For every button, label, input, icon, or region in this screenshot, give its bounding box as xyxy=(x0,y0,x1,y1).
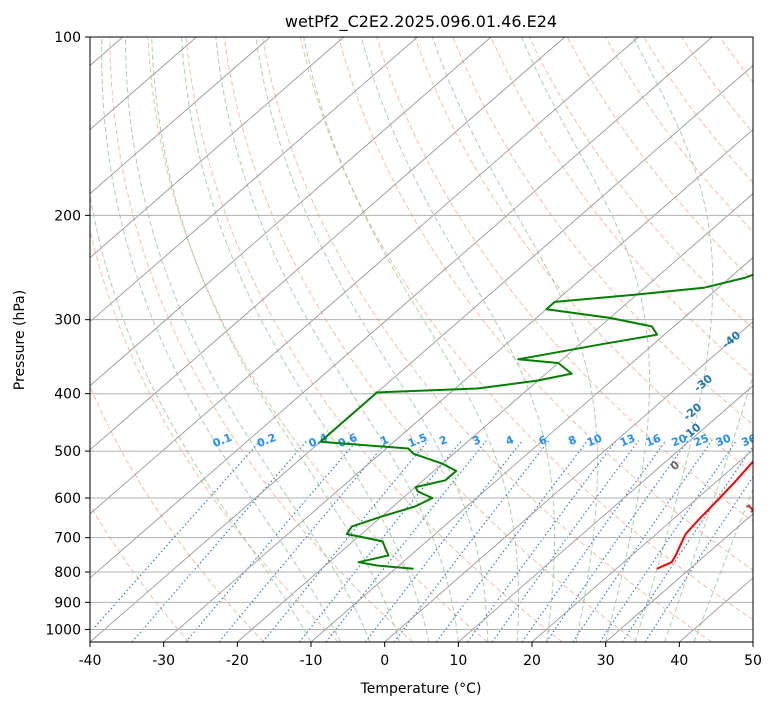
mixing-ratio-line xyxy=(572,440,713,642)
y-tick-label: 100 xyxy=(54,30,81,46)
moist-adiabat-line xyxy=(125,37,371,642)
x-axis-label: Temperature (°C) xyxy=(360,681,482,697)
x-axis: -40 -30 -20 -10 0 10 20 30 40 50 xyxy=(79,642,762,669)
x-tick-label: 40 xyxy=(670,653,688,669)
plot-area: -100-90-80-70-60-50-40-30-20-10010203040… xyxy=(90,37,764,642)
mixing-ratio-line xyxy=(262,440,429,642)
y-tick-label: 700 xyxy=(54,531,81,547)
y-tick-label: 300 xyxy=(54,313,81,329)
dry-adiabat-line xyxy=(338,37,753,571)
profile-series xyxy=(319,273,753,570)
isotherm-line xyxy=(90,37,566,451)
isotherm-line xyxy=(90,37,713,579)
dry-adiabat-label: 10 xyxy=(744,496,764,516)
dry-adiabat-line xyxy=(261,37,712,642)
moist-adiabat-line xyxy=(693,487,753,642)
moist-adiabat-line xyxy=(151,37,400,642)
y-tick-label: 800 xyxy=(54,565,81,581)
isotherm-line xyxy=(531,449,753,642)
dry-adiabat-line xyxy=(528,37,753,330)
mixing-ratio-label: 13 xyxy=(618,432,637,450)
isotherm-line xyxy=(237,192,753,642)
plot-frame xyxy=(89,36,754,643)
dry-adiabat-line xyxy=(299,37,753,621)
x-tick-label: 0 xyxy=(380,653,389,669)
y-axis: 100 200 300 400 500 600 700 800 900 1000 xyxy=(45,30,90,638)
isotherm-line xyxy=(384,321,753,642)
y-axis-label: Pressure (hPa) xyxy=(12,290,28,390)
dry-adiabat-line xyxy=(376,37,753,523)
mixing-ratio-label: 10 xyxy=(585,432,604,450)
mixing-ratio-label: 16 xyxy=(644,432,663,450)
mixing-ratio-line xyxy=(545,440,689,642)
mixing-ratio-line xyxy=(491,440,640,642)
isotherm-line xyxy=(90,37,492,387)
mixing-ratio-label: 20 xyxy=(670,432,689,450)
dry-adiabat-line xyxy=(147,37,488,642)
mixing-ratio-label: 1 xyxy=(378,433,390,448)
mixing-ratio-label: 30 xyxy=(714,432,733,450)
mixing-ratio-label: 2 xyxy=(437,433,449,448)
y-tick-label: 400 xyxy=(54,387,81,403)
x-tick-label: -10 xyxy=(300,653,323,669)
moist-adiabat-line xyxy=(632,37,714,642)
moist-adiabat-line xyxy=(432,37,599,642)
isobars xyxy=(90,37,753,630)
moist-adiabat-line xyxy=(520,37,650,642)
mixing-ratio-label: 3 xyxy=(471,433,483,448)
isotherm-line xyxy=(163,128,753,642)
isotherm-line xyxy=(310,257,753,642)
mixing-ratio-line xyxy=(131,440,308,642)
dry-adiabat-line xyxy=(90,228,339,642)
mixing-ratio-label: 25 xyxy=(692,432,711,450)
isotherms xyxy=(90,37,753,642)
x-tick-label: 30 xyxy=(597,653,615,669)
y-tick-label: 500 xyxy=(54,444,81,460)
y-tick-label: 600 xyxy=(54,491,81,507)
dry-adiabat-line xyxy=(490,37,753,378)
dewpoint-profile-line xyxy=(319,273,753,570)
moist-adiabat-line xyxy=(255,37,489,642)
mixing-ratio-line xyxy=(644,475,753,642)
mixing-ratio-line xyxy=(435,440,589,642)
y-tick-label: 900 xyxy=(54,595,81,611)
dry-adiabat-line xyxy=(452,37,753,426)
chart-title: wetPf2_C2E2.2025.096.01.46.E24 xyxy=(285,12,557,32)
mixing-ratio-label: 8 xyxy=(566,433,578,448)
moist-adiabat-line xyxy=(181,37,430,642)
isotherm-line xyxy=(458,385,753,642)
isotherm-line xyxy=(90,37,639,515)
x-tick-label: -20 xyxy=(226,653,249,669)
dry-adiabat-line xyxy=(185,37,563,642)
temperature-profile-line xyxy=(656,460,753,570)
dry-adiabat-line xyxy=(90,385,264,642)
x-tick-label: 10 xyxy=(449,653,467,669)
isotherm-line xyxy=(90,37,418,323)
mixing-ratio-line xyxy=(599,440,737,642)
x-tick-label: 20 xyxy=(523,653,541,669)
moist-adiabat-line xyxy=(664,374,753,642)
moist-adiabat-line xyxy=(215,37,459,642)
y-tick-label: 1000 xyxy=(45,622,81,638)
moist-adiabat-line xyxy=(303,37,519,642)
mixing-ratio-line xyxy=(90,440,261,634)
mixing-ratio-line xyxy=(467,440,617,642)
isotherm-line xyxy=(90,37,271,195)
y-tick-label: 200 xyxy=(54,208,81,224)
x-tick-label: 50 xyxy=(744,653,762,669)
isotherm-line xyxy=(90,64,753,642)
mixing-ratio-line xyxy=(621,445,753,642)
mixing-ratio-label: 36 xyxy=(740,432,759,450)
isotherm-line xyxy=(90,37,345,259)
isotherm-line xyxy=(605,513,753,642)
x-tick-label: -30 xyxy=(152,653,175,669)
x-tick-label: -40 xyxy=(79,653,102,669)
mixing-ratio-line xyxy=(364,440,523,642)
